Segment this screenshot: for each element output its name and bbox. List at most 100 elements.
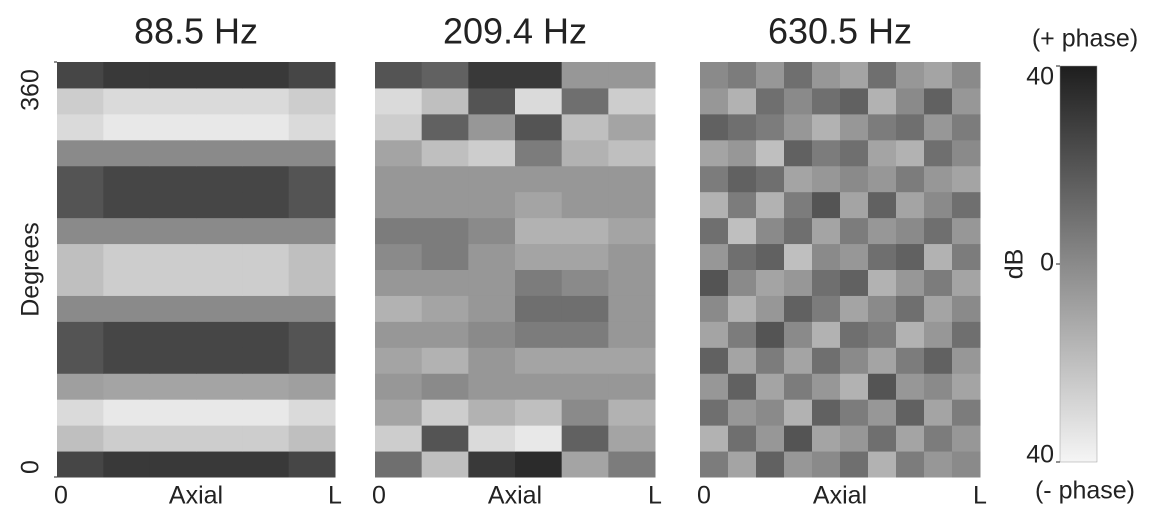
heatmap-cell [756, 243, 785, 270]
heatmap-cell [840, 165, 869, 193]
heatmap-cell [561, 295, 609, 322]
heatmap-cell [421, 243, 469, 270]
heatmap-cell [57, 113, 104, 141]
heatmap-cell [728, 217, 757, 245]
heatmap-cell [561, 217, 609, 245]
heatmap-cell [421, 451, 469, 478]
heatmap-cell [468, 217, 516, 245]
heatmap-cell [868, 113, 897, 141]
heatmap-cell [561, 62, 609, 89]
heatmap-cell [57, 62, 104, 89]
heatmap-cell [784, 139, 813, 167]
heatmap-cell [561, 87, 609, 115]
heatmap-cell [468, 243, 516, 270]
colorbar-tick-label: 40 [1026, 63, 1054, 91]
heatmap-cell [57, 295, 104, 322]
heatmap-cell [149, 62, 197, 89]
heatmap-cell [952, 217, 981, 245]
heatmap-cell [728, 165, 757, 193]
x-axis-label: Axial [488, 482, 542, 510]
heatmap-cell [700, 321, 729, 348]
heatmap-cell [421, 165, 469, 193]
heatmap-cell [608, 269, 656, 296]
heatmap-cell [196, 139, 243, 167]
heatmap-cell [421, 347, 469, 374]
heatmap-cell [728, 191, 757, 219]
heatmap-cell [896, 243, 925, 270]
heatmap-cell [149, 295, 197, 322]
heatmap-cell [896, 165, 925, 193]
heatmap-cell [896, 113, 925, 141]
heatmap-cell [784, 243, 813, 270]
heatmap-cell [608, 165, 656, 193]
heatmap-cell [103, 451, 151, 478]
x-tick-label: L [973, 482, 987, 510]
x-tick-label: 0 [372, 482, 386, 510]
heatmap-cell [421, 217, 469, 245]
heatmap-cell [952, 139, 981, 167]
colorbar-top-label: (+ phase) [1032, 25, 1138, 53]
heatmap-cell [924, 295, 953, 322]
heatmap-cell [242, 243, 290, 270]
heatmap-cell [728, 139, 757, 167]
heatmap-cell [515, 139, 563, 167]
heatmap-cell [196, 399, 243, 426]
heatmap-cell [375, 399, 423, 426]
heatmap-cell [103, 217, 151, 245]
heatmap-cell [952, 165, 981, 193]
heatmap-cell [149, 191, 197, 219]
heatmap-cell [288, 425, 336, 452]
heatmap-cell [924, 217, 953, 245]
heatmap-cell [924, 62, 953, 89]
heatmap-cell [242, 217, 290, 245]
heatmap-cell [756, 165, 785, 193]
heatmap-cell [196, 87, 243, 115]
heatmap-cell [868, 165, 897, 193]
heatmap-cell [700, 62, 729, 89]
heatmap-cell [242, 425, 290, 452]
heatmap-cell [515, 87, 563, 115]
heatmap-cell [728, 399, 757, 426]
heatmap-cell [924, 451, 953, 478]
heatmap-cell [375, 139, 423, 167]
heatmap-cell [103, 87, 151, 115]
heatmap-cell [561, 321, 609, 348]
panel-title: 630.5 Hz [768, 11, 912, 52]
heatmap-cell [896, 347, 925, 374]
heatmap-cell [756, 217, 785, 245]
heatmap-cell [288, 399, 336, 426]
heatmap-cell [896, 139, 925, 167]
heatmap-cell [784, 269, 813, 296]
heatmap-cell [868, 451, 897, 478]
heatmap-cell [700, 425, 729, 452]
heatmap-cell [868, 139, 897, 167]
heatmap-cell [840, 243, 869, 270]
heatmap-cell [561, 191, 609, 219]
heatmap-cell [468, 87, 516, 115]
heatmap-cell [103, 62, 151, 89]
heatmap-cell [288, 269, 336, 296]
heatmap-cell [784, 87, 813, 115]
heatmap-cell [608, 373, 656, 400]
heatmap-cell [375, 373, 423, 400]
heatmap-cell [421, 373, 469, 400]
heatmap-cell [812, 321, 841, 348]
heatmap-cell [700, 295, 729, 322]
heatmap-cell [784, 295, 813, 322]
heatmap-cell [242, 451, 290, 478]
heatmap-cell [700, 139, 729, 167]
heatmap-cell [840, 373, 869, 400]
heatmap-cell [952, 295, 981, 322]
heatmap-cell [468, 347, 516, 374]
heatmap-cell [840, 87, 869, 115]
heatmap-cell [242, 165, 290, 193]
heatmap-cell [700, 373, 729, 400]
x-axis-label: Axial [813, 482, 867, 510]
heatmap-cell [561, 269, 609, 296]
heatmap-cell [196, 321, 243, 348]
heatmap-cell [375, 165, 423, 193]
heatmap-cell [952, 269, 981, 296]
heatmap-cell [924, 87, 953, 115]
heatmap-cell [700, 269, 729, 296]
heatmap-cell [840, 269, 869, 296]
